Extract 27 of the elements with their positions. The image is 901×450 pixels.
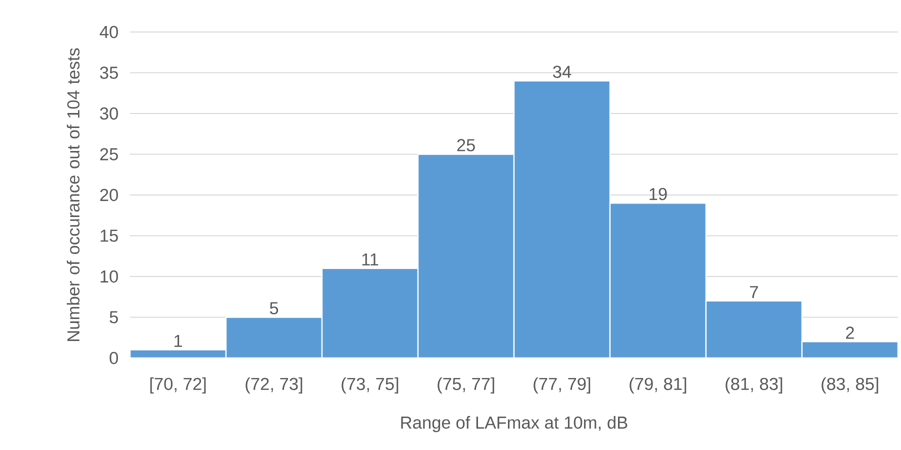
y-tick-label: 25 [100, 148, 118, 160]
x-axis-title: Range of LAFmax at 10m, dB [401, 416, 628, 432]
y-axis-title: Number of occurance out of 104 tests [66, 48, 80, 341]
data-label: 2 [846, 326, 854, 339]
y-tick-label: 15 [100, 230, 118, 242]
y-tick-label: 40 [100, 26, 118, 38]
y-tick-label: 20 [100, 188, 118, 202]
x-tick-label: (83, 85] [822, 377, 878, 394]
data-label: 11 [362, 253, 378, 266]
y-tick-label: 35 [100, 66, 118, 79]
x-tick-label: (72, 73] [246, 377, 302, 394]
y-tick-label: 5 [110, 311, 118, 324]
data-label: 5 [270, 302, 278, 314]
y-tick-label: 0 [110, 352, 118, 364]
data-label: 19 [650, 188, 667, 200]
data-label: 34 [553, 66, 572, 78]
y-tick-label: 10 [100, 270, 118, 283]
data-label: 25 [457, 139, 475, 152]
x-tick-label: (75, 77] [438, 377, 494, 394]
data-label: 1 [174, 334, 182, 347]
x-tick-label: (77, 79] [534, 377, 590, 394]
x-tick-label: (79, 81] [630, 377, 686, 394]
x-tick-label: (73, 75] [342, 377, 398, 394]
y-tick-label: 30 [100, 107, 118, 120]
x-tick-label: [70, 72] [150, 377, 206, 394]
x-tick-label: (81, 83] [726, 377, 782, 394]
data-label: 7 [750, 286, 758, 298]
